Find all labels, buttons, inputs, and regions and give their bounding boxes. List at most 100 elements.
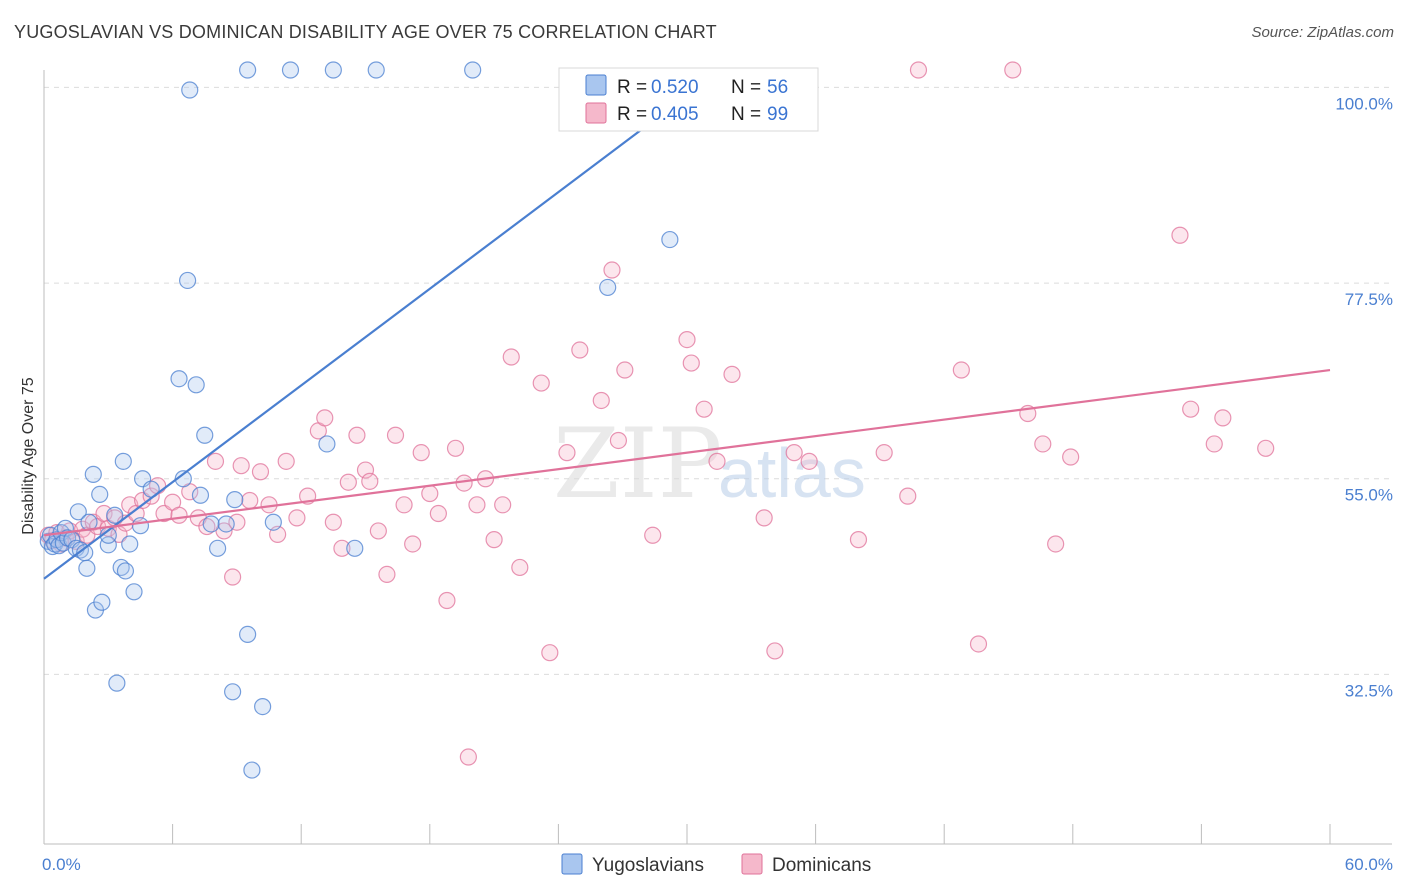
bottom-legend-swatch-yugoslavians [561,853,583,875]
dominican-point-41 [324,513,342,531]
legend-swatch-dominicans [585,102,607,124]
yugoslavian-point-12 [69,503,87,521]
dominican-point-73 [678,330,696,349]
dominican-point-44 [348,426,366,444]
yugoslavian-point-17 [84,465,102,483]
yugoslavian-point-52 [367,61,385,79]
legend-n-value-dominicans: 99 [767,104,788,125]
dominican-point-78 [755,509,773,527]
dominican-point-96 [1257,439,1275,457]
y-tick-label-2: 77.5% [1345,290,1393,309]
x-tick-labels: 0.0% 60.0% [42,855,1393,874]
dominican-point-88 [1004,61,1022,79]
watermark: ZIP atlas [553,408,866,520]
yugoslavian-point-49 [239,61,257,79]
axes [43,70,1392,845]
dominican-point-43 [339,473,357,491]
legend-n-label-2: N = [731,104,761,125]
dominican-point-54 [429,504,447,523]
dominican-point-62 [494,496,512,514]
y-axis-title: Disability Age Over 75 [20,377,37,535]
yugoslavian-point-45 [239,625,257,644]
yugoslavian-point-56 [599,278,617,297]
dominican-point-68 [571,341,589,359]
yugoslavian-point-50 [281,61,300,79]
yugoslavian-point-20 [93,593,111,611]
grid-lines [44,86,1392,675]
bottom-legend: Yugoslavians Dominicans [561,853,871,876]
dominican-point-77 [723,365,741,383]
yugoslavian-point-28 [121,535,139,553]
yugoslavian-point-30 [131,517,150,535]
yugoslavian-point-21 [99,536,117,554]
dominican-point-95 [1214,409,1232,427]
dominican-point-92 [1062,448,1080,466]
trend-lines [43,86,1331,580]
dominican-point-46 [361,472,379,490]
legend-n-label-1: N = [731,77,761,98]
dominican-point-90 [1034,435,1052,453]
dominican-point-83 [875,444,893,462]
y-tick-labels: 32.5% 55.0% 77.5% 100.0% [1335,94,1393,700]
yugoslavian-point-51 [324,61,342,79]
legend-r-value-dominicans: 0.405 [651,104,699,125]
yugoslavian-point-42 [217,515,235,533]
dominican-point-32 [241,491,259,510]
dominican-point-50 [395,496,413,514]
data-points [39,61,1275,779]
yugoslavian-point-47 [254,697,272,716]
yugoslavian-point-48 [264,513,282,531]
dominican-point-52 [412,444,430,462]
yugoslavian-point-57 [661,230,679,249]
dominican-point-98 [609,431,628,450]
x-tick-label-1: 60.0% [1345,855,1393,874]
dominican-point-56 [446,439,465,457]
dominican-point-94 [1205,435,1223,453]
yugoslavian-point-24 [108,674,126,692]
yugoslavian-point-37 [187,376,205,394]
dominican-point-58 [459,748,477,766]
dominican-point-51 [404,535,422,553]
dominican-point-63 [502,348,520,366]
dominican-point-48 [378,565,396,584]
dominican-point-67 [558,444,576,462]
dominican-point-74 [682,354,700,372]
dominican-point-93 [1182,400,1200,418]
dominican-point-81 [800,452,818,470]
dominican-point-27 [206,452,225,470]
yugoslavian-trend-line [43,86,699,580]
yugoslavian-point-26 [114,452,132,470]
yugoslavian-point-44 [226,491,244,509]
watermark-zip: ZIP [553,408,722,520]
y-tick-label-1: 55.0% [1345,486,1393,505]
dominican-point-91 [1047,535,1065,553]
dominican-point-66 [541,644,559,662]
legend-r-label-1: R = [617,77,647,98]
dominican-point-69 [592,391,610,410]
bottom-legend-yugoslavians: Yugoslavians [592,855,704,876]
bottom-legend-swatch-dominicans [741,853,763,875]
dominican-trend-line [43,368,1331,537]
dominican-point-36 [277,452,295,470]
dominican-point-75 [695,400,713,418]
dominican-point-76 [708,452,726,470]
yugoslavian-point-35 [179,271,197,290]
dominican-point-84 [899,487,917,505]
y-tick-label-3: 100.0% [1335,94,1393,113]
yugoslavian-point-15 [78,559,96,577]
dominican-point-85 [909,61,928,79]
dominican-point-71 [616,361,634,379]
dominican-point-42 [333,539,351,557]
legend-r-value-yugoslavians: 0.520 [651,77,699,98]
dominican-point-80 [785,444,803,462]
dominican-point-49 [386,426,405,444]
dominican-point-55 [438,591,456,610]
dominican-point-37 [288,509,306,527]
chart-title: YUGOSLAVIAN VS DOMINICAN DISABILITY AGE … [14,22,717,42]
dominican-point-82 [849,531,868,549]
yugoslavian-point-19 [91,485,109,503]
dominican-point-29 [224,568,242,586]
dominican-point-61 [485,531,503,549]
dominican-point-97 [1171,226,1189,244]
